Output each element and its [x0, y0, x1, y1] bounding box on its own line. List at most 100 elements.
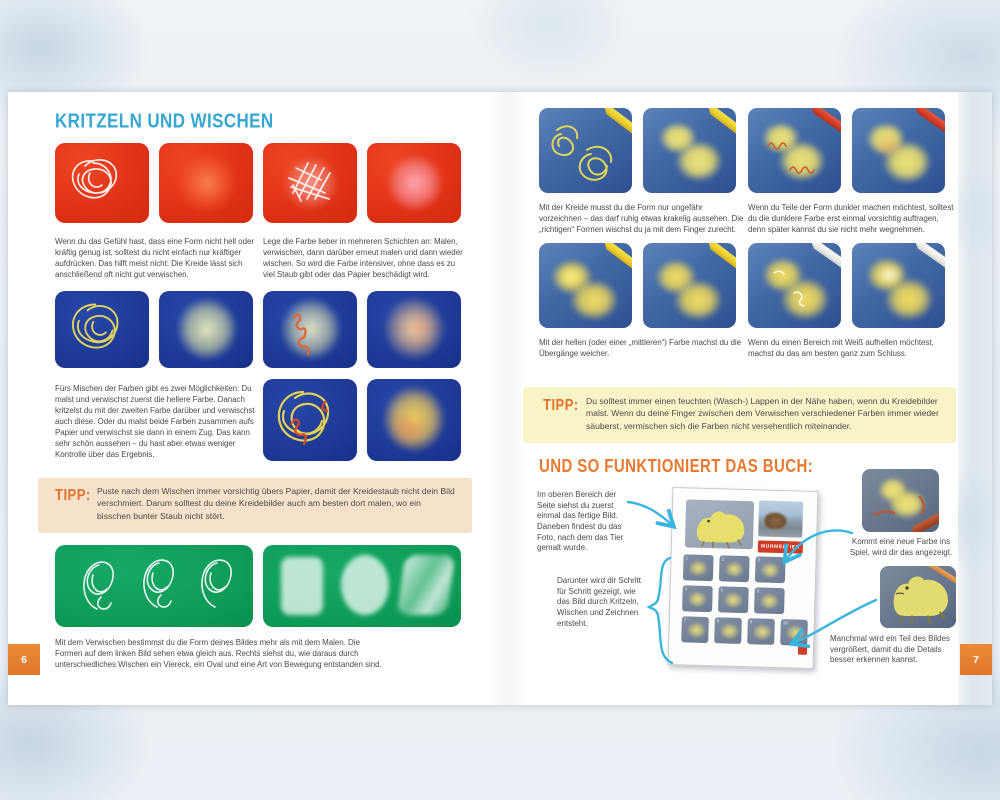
page-title: KRITZELN UND WISCHEN [55, 109, 274, 133]
chalk-smudge-art [280, 297, 342, 361]
smudge-square-art [281, 557, 323, 615]
chalk-squiggle-art [292, 313, 310, 356]
chalk-blob-art [761, 562, 780, 579]
intro-left-paragraph: Wenn du das Gefühl hast, dass eine Form … [55, 237, 254, 280]
chalk-blob-art [876, 265, 902, 285]
page-number-tab-left: 6 [8, 644, 40, 675]
chalk-blob-art [778, 140, 826, 182]
mini-step-number: 1 [685, 555, 689, 561]
demo-tile-new-color [862, 469, 939, 532]
chalk-sample-three-smudges [263, 545, 461, 627]
explainer-top-text: Im oberen Bereich der Seite siehst du zu… [537, 490, 624, 553]
chalk-sample-smudge-mixed [367, 291, 461, 368]
chalk-sample-smudge-red [159, 143, 253, 223]
crayon-art [913, 108, 945, 136]
mini-page-number-badge [797, 643, 808, 655]
chalk-blob-art [569, 279, 619, 321]
tip-box-right: TIPP: Du solltest immer einen feuchten (… [523, 387, 956, 443]
chalk-smudge-art [386, 154, 444, 212]
how-it-works-heading: UND SO FUNKTIONIERT DAS BUCH: [539, 456, 814, 477]
chalk-smudge-art [401, 311, 435, 347]
mini-step-number: 7 [683, 617, 687, 623]
marmot-photo-art [764, 512, 787, 530]
chalk-sample-smudge-pale [159, 291, 253, 368]
crayon-art [913, 243, 945, 271]
chalk-blob-art [780, 277, 830, 321]
mini-step-tile: 10 [780, 619, 808, 646]
mini-page: MURMELTIER 1 2 3 4 5 6 7 8 9 10 [667, 486, 819, 670]
mini-title-text: MURMELTIER [760, 543, 800, 551]
photo-step-smudged [643, 108, 736, 193]
page-number-tab-right: 7 [960, 644, 992, 675]
mini-step-number: 5 [720, 587, 724, 593]
crayon-art [706, 243, 736, 272]
marmot-drawing-art [893, 576, 948, 624]
chalk-blob-art [725, 561, 744, 578]
chalk-scribble-art [71, 303, 119, 349]
mini-step-number: 4 [684, 586, 688, 592]
marmot-drawing-art [696, 511, 745, 549]
tip-box-left: TIPP: Puste nach dem Wischen immer vorsi… [38, 478, 472, 533]
chalk-blob-art [675, 140, 723, 182]
mini-step-tile: 7 [681, 616, 709, 644]
chalk-blob-art [760, 593, 779, 609]
chalk-blob-art [724, 592, 743, 608]
chalk-sample-three-scribbles [55, 545, 253, 627]
photo-step-dark-blended [852, 108, 945, 193]
page-stack-edge [958, 92, 992, 705]
chalk-blob-art [673, 279, 723, 321]
caption-white: Wenn du einen Bereich mit Weiß aufhellen… [748, 338, 934, 359]
chalk-blob-art [687, 622, 706, 638]
mini-title-banner: MURMELTIER [757, 540, 804, 554]
tip-text: Puste nach dem Wischen immer vorsichtig … [97, 486, 455, 521]
chalk-blob-art [559, 267, 583, 287]
chalk-sample-scribble-red [55, 143, 149, 223]
tip-label: TIPP: [543, 396, 579, 414]
caption-sketch: Mit der Kreide musst du die Form nur ung… [539, 203, 744, 235]
intro-right-paragraph: Lege die Farbe lieber in mehreren Schich… [263, 237, 463, 280]
mini-step-tile: 9 [747, 618, 775, 645]
caption-darker: Wenn du Teile der Form dunkler machen mö… [748, 203, 954, 235]
photo-step-midtone-2 [643, 243, 736, 328]
mini-page-preview: MURMELTIER 1 2 3 4 5 6 7 8 9 10 [667, 486, 819, 670]
mini-step-number: 3 [757, 557, 761, 563]
chalk-smudge-art [177, 153, 237, 213]
photo-step-midtone-1 [539, 243, 632, 328]
page-spread: KRITZELN UND WISCHEN Wenn du das Gefühl … [8, 92, 992, 705]
mini-finished-image [684, 499, 755, 550]
mini-step-number: 6 [756, 588, 760, 594]
chalk-scribble-art [71, 159, 118, 199]
page-number: 6 [21, 653, 27, 666]
crayon-art [706, 108, 736, 137]
chalk-sample-smudge-orange-squiggle [263, 291, 357, 368]
chalk-hatch-art [288, 162, 331, 202]
photo-step-dark-accents [748, 108, 841, 193]
chalk-smudge-art [176, 297, 238, 361]
mini-step-number: 2 [721, 556, 725, 562]
chalk-blob-art [874, 134, 904, 160]
chalk-sample-pink-smudge [367, 143, 461, 223]
chalk-blob-art [786, 625, 805, 641]
page-seam [490, 92, 526, 705]
caption-new-color: Kommt eine neue Farbe ins Spiel, wird di… [849, 537, 953, 557]
chalk-scribble-art [83, 559, 232, 610]
mini-step-tile: 3 [754, 556, 786, 584]
mini-step-tile: 6 [754, 587, 785, 615]
mini-step-number: 8 [716, 618, 720, 624]
explainer-steps-text: Darunter wird dir Schritt für Schritt ge… [557, 576, 642, 628]
chalk-blob-art [689, 560, 708, 576]
mini-step-tile: 5 [718, 586, 749, 614]
mini-step-number: 9 [749, 619, 753, 625]
photo-step-white-blended [852, 243, 945, 328]
chalk-sample-hatch-red [263, 143, 357, 223]
tip-text: Du solltest immer einen feuchten (Wasch-… [586, 396, 939, 431]
mini-step-tile: 2 [718, 555, 750, 583]
chalk-sample-two-color-smudge [367, 379, 461, 461]
mini-reference-photo [758, 500, 804, 538]
chalk-sample-two-color-scribble [263, 379, 357, 461]
tip-label: TIPP: [55, 486, 91, 504]
chalk-scribble-art [277, 390, 330, 446]
chalk-blob-art [720, 623, 739, 639]
demo-tile-zoom-detail [880, 566, 956, 628]
photo-step-sketch [539, 108, 632, 193]
